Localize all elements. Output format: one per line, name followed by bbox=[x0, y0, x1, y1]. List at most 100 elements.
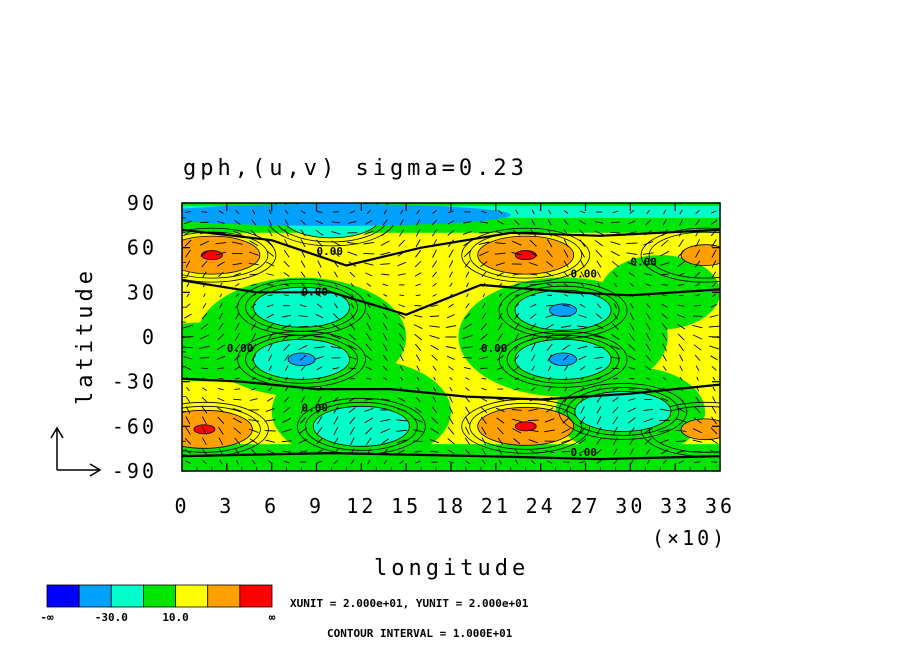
wind-arrow bbox=[695, 239, 701, 248]
wind-arrow bbox=[414, 333, 423, 341]
wind-arrow bbox=[283, 260, 290, 268]
wind-arrow bbox=[596, 387, 602, 392]
wind-arrow bbox=[711, 239, 717, 248]
wind-arrow bbox=[497, 322, 503, 331]
wind-arrow bbox=[448, 260, 454, 268]
wind-arrow bbox=[709, 314, 719, 318]
wind-arrow bbox=[397, 273, 406, 276]
wind-arrow bbox=[317, 293, 322, 298]
wind-arrow bbox=[448, 406, 454, 414]
wind-arrow bbox=[316, 249, 323, 258]
wind-arrow bbox=[217, 367, 225, 370]
wind-arrow bbox=[678, 396, 684, 403]
wind-arrow bbox=[347, 251, 358, 256]
wind-arrow bbox=[364, 407, 374, 412]
wind-arrow bbox=[415, 354, 421, 362]
wind-arrow bbox=[711, 249, 717, 258]
wind-arrow bbox=[430, 427, 439, 434]
wind-arrow bbox=[448, 416, 454, 425]
wind-arrow bbox=[432, 210, 437, 214]
wind-arrow bbox=[662, 219, 667, 226]
wind-arrow bbox=[498, 312, 503, 320]
wind-arrow bbox=[547, 239, 553, 248]
wind-arrow bbox=[331, 334, 341, 340]
contour-label: 0.00 bbox=[227, 342, 254, 355]
wind-arrow bbox=[333, 416, 339, 425]
wind-arrow bbox=[186, 293, 190, 298]
wind-arrow bbox=[264, 419, 276, 422]
wind-arrow bbox=[184, 239, 192, 247]
wind-arrow bbox=[365, 220, 373, 225]
wind-arrow bbox=[284, 365, 289, 372]
wind-arrow bbox=[677, 407, 686, 413]
wind-arrow bbox=[710, 427, 718, 435]
wind-arrow bbox=[250, 283, 257, 287]
wind-arrow bbox=[398, 323, 406, 331]
wind-arrow bbox=[201, 406, 208, 414]
wind-arrow bbox=[382, 343, 388, 352]
wind-arrow bbox=[693, 344, 702, 351]
wind-arrow bbox=[285, 376, 288, 381]
wind-arrow bbox=[333, 303, 338, 309]
wind-arrow bbox=[366, 448, 371, 455]
wind-arrow bbox=[432, 271, 438, 278]
wind-arrow bbox=[266, 313, 274, 319]
wind-arrow bbox=[679, 386, 683, 392]
wind-arrow bbox=[678, 228, 684, 237]
wind-arrow bbox=[382, 322, 388, 331]
zero-contour bbox=[182, 451, 720, 461]
wind-arrow bbox=[381, 438, 390, 445]
wind-arrow bbox=[711, 260, 717, 268]
wind-arrow bbox=[497, 437, 503, 445]
wind-arrow bbox=[465, 377, 470, 381]
wind-arrow bbox=[563, 354, 570, 361]
wind-arrow bbox=[612, 426, 618, 435]
wind-arrow bbox=[367, 293, 371, 298]
x-tick-label: 0 bbox=[174, 494, 189, 518]
wind-arrow bbox=[315, 355, 324, 360]
wind-arrow bbox=[463, 250, 472, 258]
wind-arrow bbox=[252, 209, 256, 215]
wind-arrow bbox=[611, 333, 620, 341]
wind-arrow bbox=[545, 407, 554, 413]
wind-arrow bbox=[265, 407, 275, 413]
wind-arrow bbox=[628, 220, 636, 225]
wind-arrow bbox=[644, 437, 652, 445]
wind-arrow bbox=[416, 209, 420, 215]
x-tick-labels: 0 3 6 9 12 15 18 21 24 27 30 33 36 bbox=[174, 494, 732, 518]
wind-arrow bbox=[594, 323, 604, 330]
wind-arrow bbox=[398, 333, 405, 341]
wind-arrow bbox=[465, 416, 470, 425]
wind-arrow bbox=[234, 283, 240, 287]
wind-arrow bbox=[661, 303, 668, 308]
wind-arrow bbox=[696, 386, 700, 392]
wind-arrow bbox=[282, 333, 291, 341]
wind-arrow bbox=[413, 417, 423, 423]
wind-arrow bbox=[612, 406, 619, 414]
wind-arrow bbox=[480, 416, 487, 425]
wind-arrow bbox=[447, 239, 455, 247]
wind-arrow bbox=[611, 260, 619, 268]
wind-arrow bbox=[363, 241, 375, 245]
colorbar-swatch bbox=[110, 584, 144, 608]
colorbar bbox=[46, 584, 273, 608]
wind-arrow bbox=[316, 437, 323, 445]
wind-arrow bbox=[266, 239, 274, 247]
wind-arrow bbox=[678, 239, 684, 248]
wind-arrow bbox=[348, 397, 356, 402]
wind-arrow bbox=[661, 229, 668, 237]
wind-arrow bbox=[563, 209, 569, 214]
wind-arrow bbox=[481, 448, 486, 455]
wind-arrow bbox=[412, 429, 424, 433]
wind-arrow bbox=[528, 262, 538, 267]
wind-arrow bbox=[661, 397, 669, 402]
wind-arrow bbox=[712, 396, 716, 403]
wind-arrow bbox=[564, 386, 568, 392]
wind-arrow bbox=[626, 231, 637, 235]
wind-arrow bbox=[281, 324, 292, 329]
wind-arrow bbox=[300, 406, 306, 414]
wind-arrow bbox=[710, 438, 718, 444]
wind-arrow bbox=[184, 230, 192, 236]
wind-arrow bbox=[529, 239, 537, 247]
wind-arrow bbox=[578, 355, 587, 361]
